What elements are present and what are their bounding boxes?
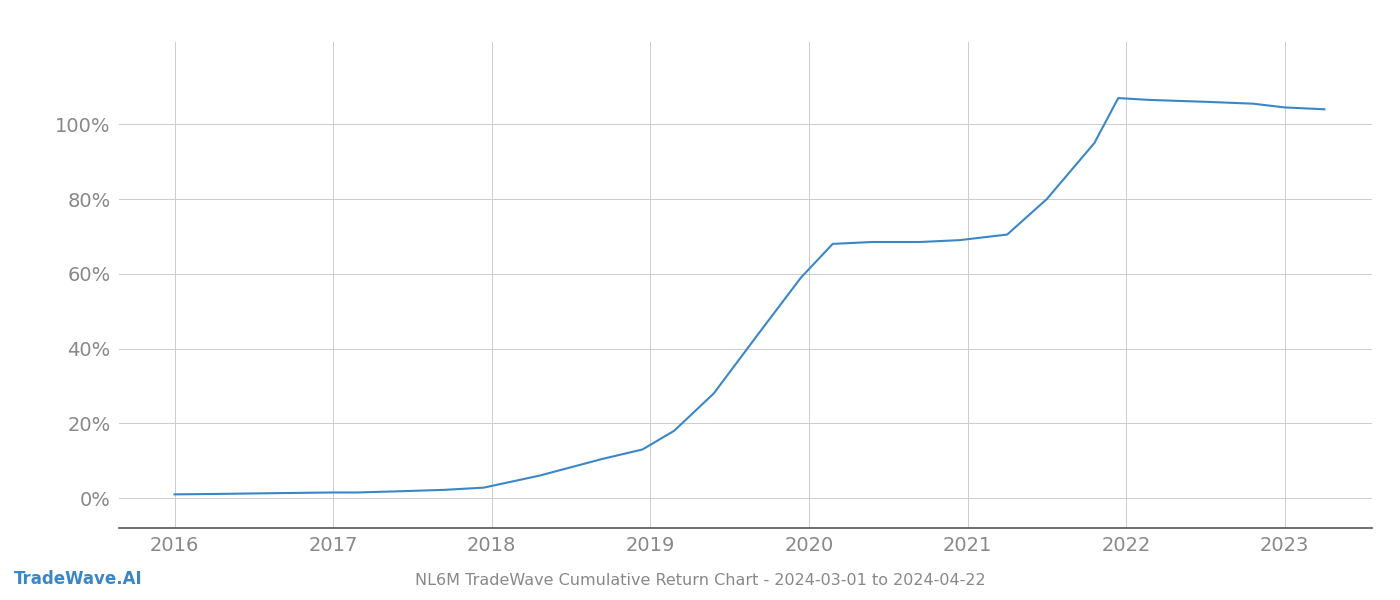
Text: TradeWave.AI: TradeWave.AI: [14, 570, 143, 588]
Text: NL6M TradeWave Cumulative Return Chart - 2024-03-01 to 2024-04-22: NL6M TradeWave Cumulative Return Chart -…: [414, 573, 986, 588]
